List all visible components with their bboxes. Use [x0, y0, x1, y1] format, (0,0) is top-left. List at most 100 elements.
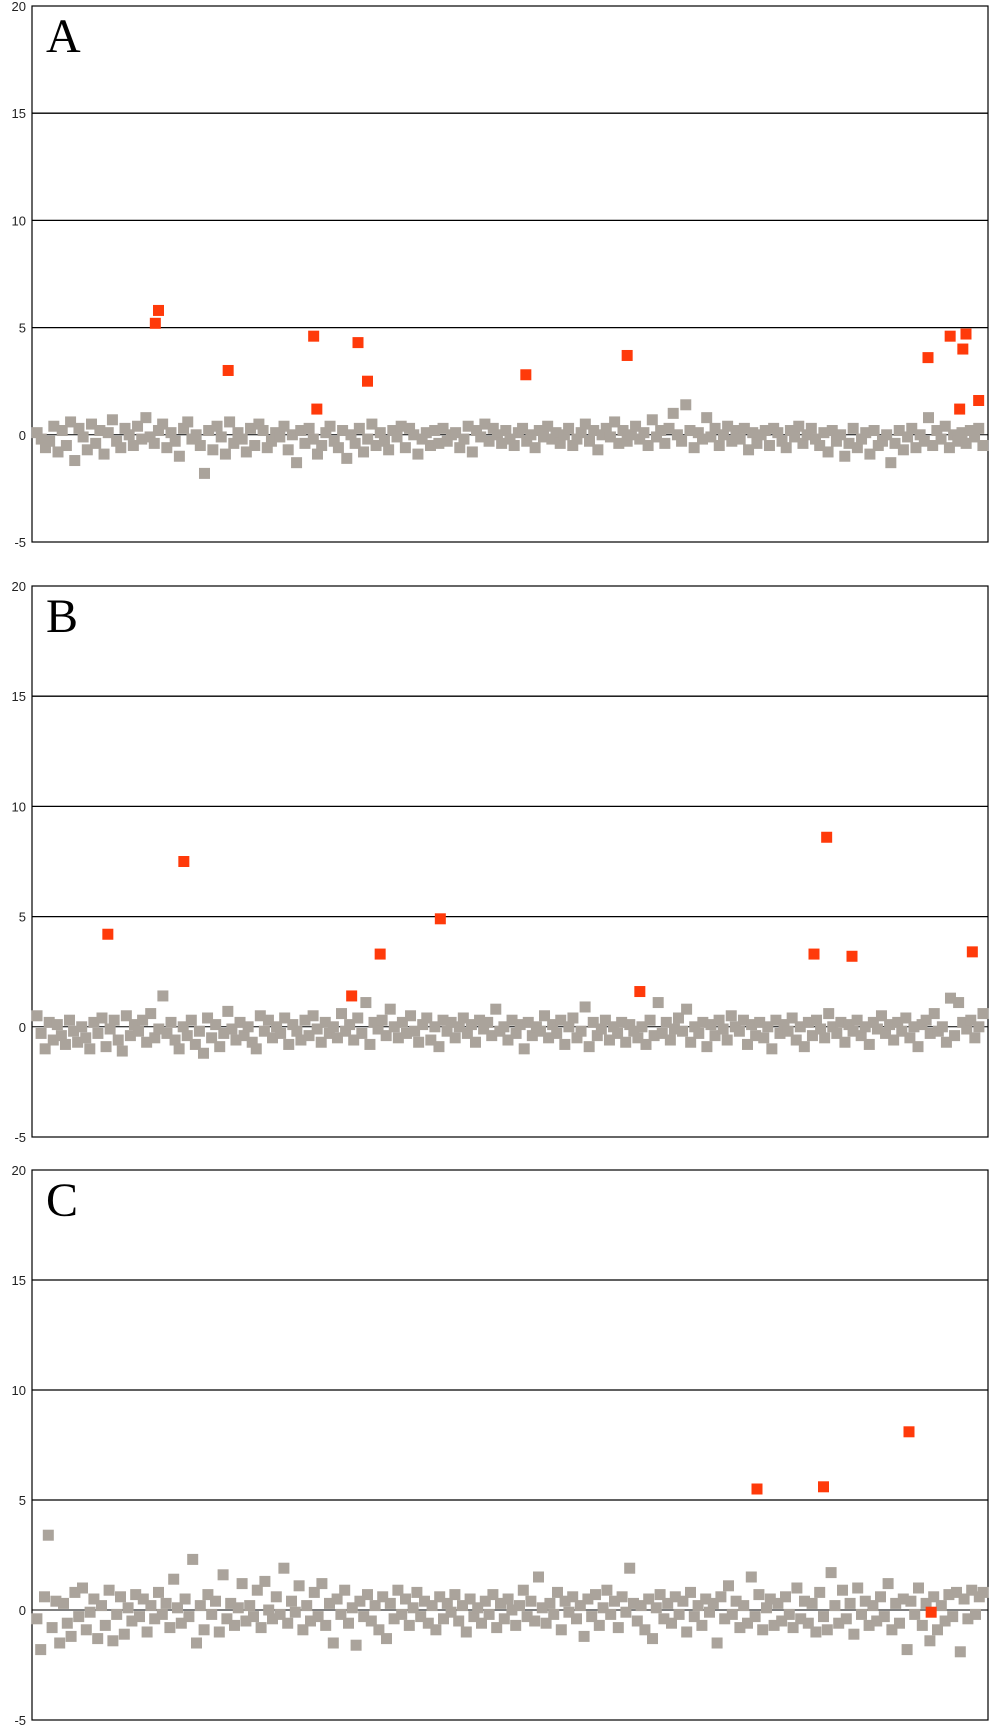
background-point-1-173 [733, 1025, 745, 1037]
background-point-1-41 [197, 1047, 209, 1059]
background-point-0-39 [194, 440, 206, 452]
background-point-2-74 [312, 1611, 324, 1623]
background-point-2-87 [362, 1589, 373, 1601]
background-point-2-242 [951, 1586, 962, 1598]
panel-1: -5 0 5 10 15 20 B [12, 579, 989, 1145]
background-point-2-170 [677, 1595, 689, 1607]
background-point-1-35 [173, 1043, 185, 1055]
background-point-0-93 [420, 427, 432, 439]
highlight-point-0-7 [520, 369, 532, 381]
background-point-2-55 [240, 1615, 252, 1627]
background-point-0-125 [554, 437, 566, 449]
background-point-2-204 [806, 1597, 818, 1609]
y-tick-label-2-5: 20 [12, 1163, 26, 1178]
background-point-0-110 [491, 429, 503, 441]
background-point-1-92 [405, 1010, 417, 1022]
background-point-0-13 [85, 418, 97, 430]
background-point-1-133 [571, 1032, 583, 1044]
background-point-2-37 [172, 1602, 183, 1614]
background-point-1-110 [478, 1023, 490, 1035]
background-point-2-115 [468, 1611, 480, 1623]
background-point-2-99 [407, 1602, 419, 1614]
background-point-1-175 [742, 1038, 753, 1050]
background-point-2-179 [711, 1637, 723, 1649]
background-point-2-23 [118, 1628, 130, 1640]
background-point-1-219 [920, 1014, 932, 1026]
background-point-2-77 [324, 1597, 335, 1609]
highlight-point-0-11 [957, 343, 969, 355]
background-point-0-216 [935, 433, 947, 445]
background-point-0-131 [579, 418, 591, 430]
background-point-0-40 [198, 467, 210, 479]
background-point-1-226 [949, 1030, 961, 1042]
background-point-1-130 [559, 1038, 571, 1050]
background-point-2-44 [198, 1624, 210, 1636]
background-point-2-104 [426, 1600, 438, 1612]
background-point-1-213 [896, 1025, 908, 1037]
background-point-0-164 [717, 429, 729, 441]
background-point-1-15 [92, 1027, 104, 1039]
background-point-2-143 [574, 1600, 586, 1612]
background-point-1-231 [969, 1032, 981, 1044]
background-point-2-167 [666, 1617, 677, 1629]
background-point-1-159 [677, 1025, 689, 1037]
background-point-0-163 [713, 440, 725, 452]
background-point-2-207 [818, 1611, 829, 1623]
background-point-1-102 [445, 1016, 457, 1028]
background-point-1-95 [417, 1019, 429, 1031]
background-point-2-215 [848, 1628, 860, 1640]
background-point-1-141 [603, 1034, 615, 1046]
y-tick-label-1-3: 10 [12, 799, 26, 814]
background-point-1-38 [185, 1014, 197, 1026]
background-point-1-191 [806, 1030, 818, 1042]
background-point-1-0 [31, 1010, 43, 1022]
background-point-2-116 [472, 1602, 484, 1614]
background-point-0-159 [697, 433, 709, 445]
background-point-1-137 [587, 1016, 599, 1028]
background-point-1-96 [421, 1012, 433, 1024]
background-point-1-93 [409, 1025, 421, 1037]
background-point-0-183 [797, 437, 809, 449]
background-point-0-174 [759, 425, 771, 437]
background-point-0-50 [240, 446, 252, 458]
background-point-2-142 [571, 1613, 582, 1625]
background-point-1-98 [429, 1021, 441, 1033]
background-point-2-21 [111, 1608, 123, 1620]
background-point-0-14 [90, 437, 102, 449]
background-point-2-78 [327, 1637, 339, 1649]
highlight-point-1-6 [808, 948, 820, 960]
background-point-0-109 [487, 422, 499, 434]
background-point-2-200 [791, 1582, 803, 1594]
background-point-2-156 [624, 1562, 636, 1574]
background-point-2-67 [286, 1595, 297, 1607]
background-point-2-90 [373, 1624, 385, 1636]
background-point-1-140 [599, 1014, 611, 1026]
background-point-2-46 [206, 1608, 218, 1620]
background-point-1-21 [116, 1045, 128, 1057]
background-point-0-30 [157, 418, 169, 430]
background-point-0-68 [316, 440, 328, 452]
y-tick-label-1-0: -5 [14, 1130, 26, 1145]
background-point-2-81 [339, 1584, 351, 1596]
background-point-1-223 [936, 1021, 948, 1033]
background-point-0-219 [948, 429, 960, 441]
background-point-1-220 [924, 1027, 936, 1039]
background-point-2-14 [84, 1606, 96, 1618]
background-point-2-244 [958, 1593, 970, 1605]
background-point-0-78 [358, 446, 370, 458]
background-point-0-207 [897, 444, 909, 456]
background-point-0-225 [973, 422, 985, 434]
background-point-2-236 [928, 1591, 940, 1603]
background-point-0-184 [801, 429, 813, 441]
background-point-0-160 [701, 412, 713, 424]
background-point-1-211 [888, 1034, 900, 1046]
background-point-1-76 [340, 1025, 352, 1037]
background-point-2-219 [863, 1619, 875, 1631]
background-point-1-221 [928, 1008, 940, 1020]
background-point-2-134 [540, 1617, 552, 1629]
background-point-1-46 [218, 1027, 230, 1039]
background-point-2-30 [145, 1600, 157, 1612]
background-point-2-89 [369, 1600, 381, 1612]
background-point-1-199 [839, 1036, 851, 1048]
background-point-0-62 [291, 457, 303, 469]
